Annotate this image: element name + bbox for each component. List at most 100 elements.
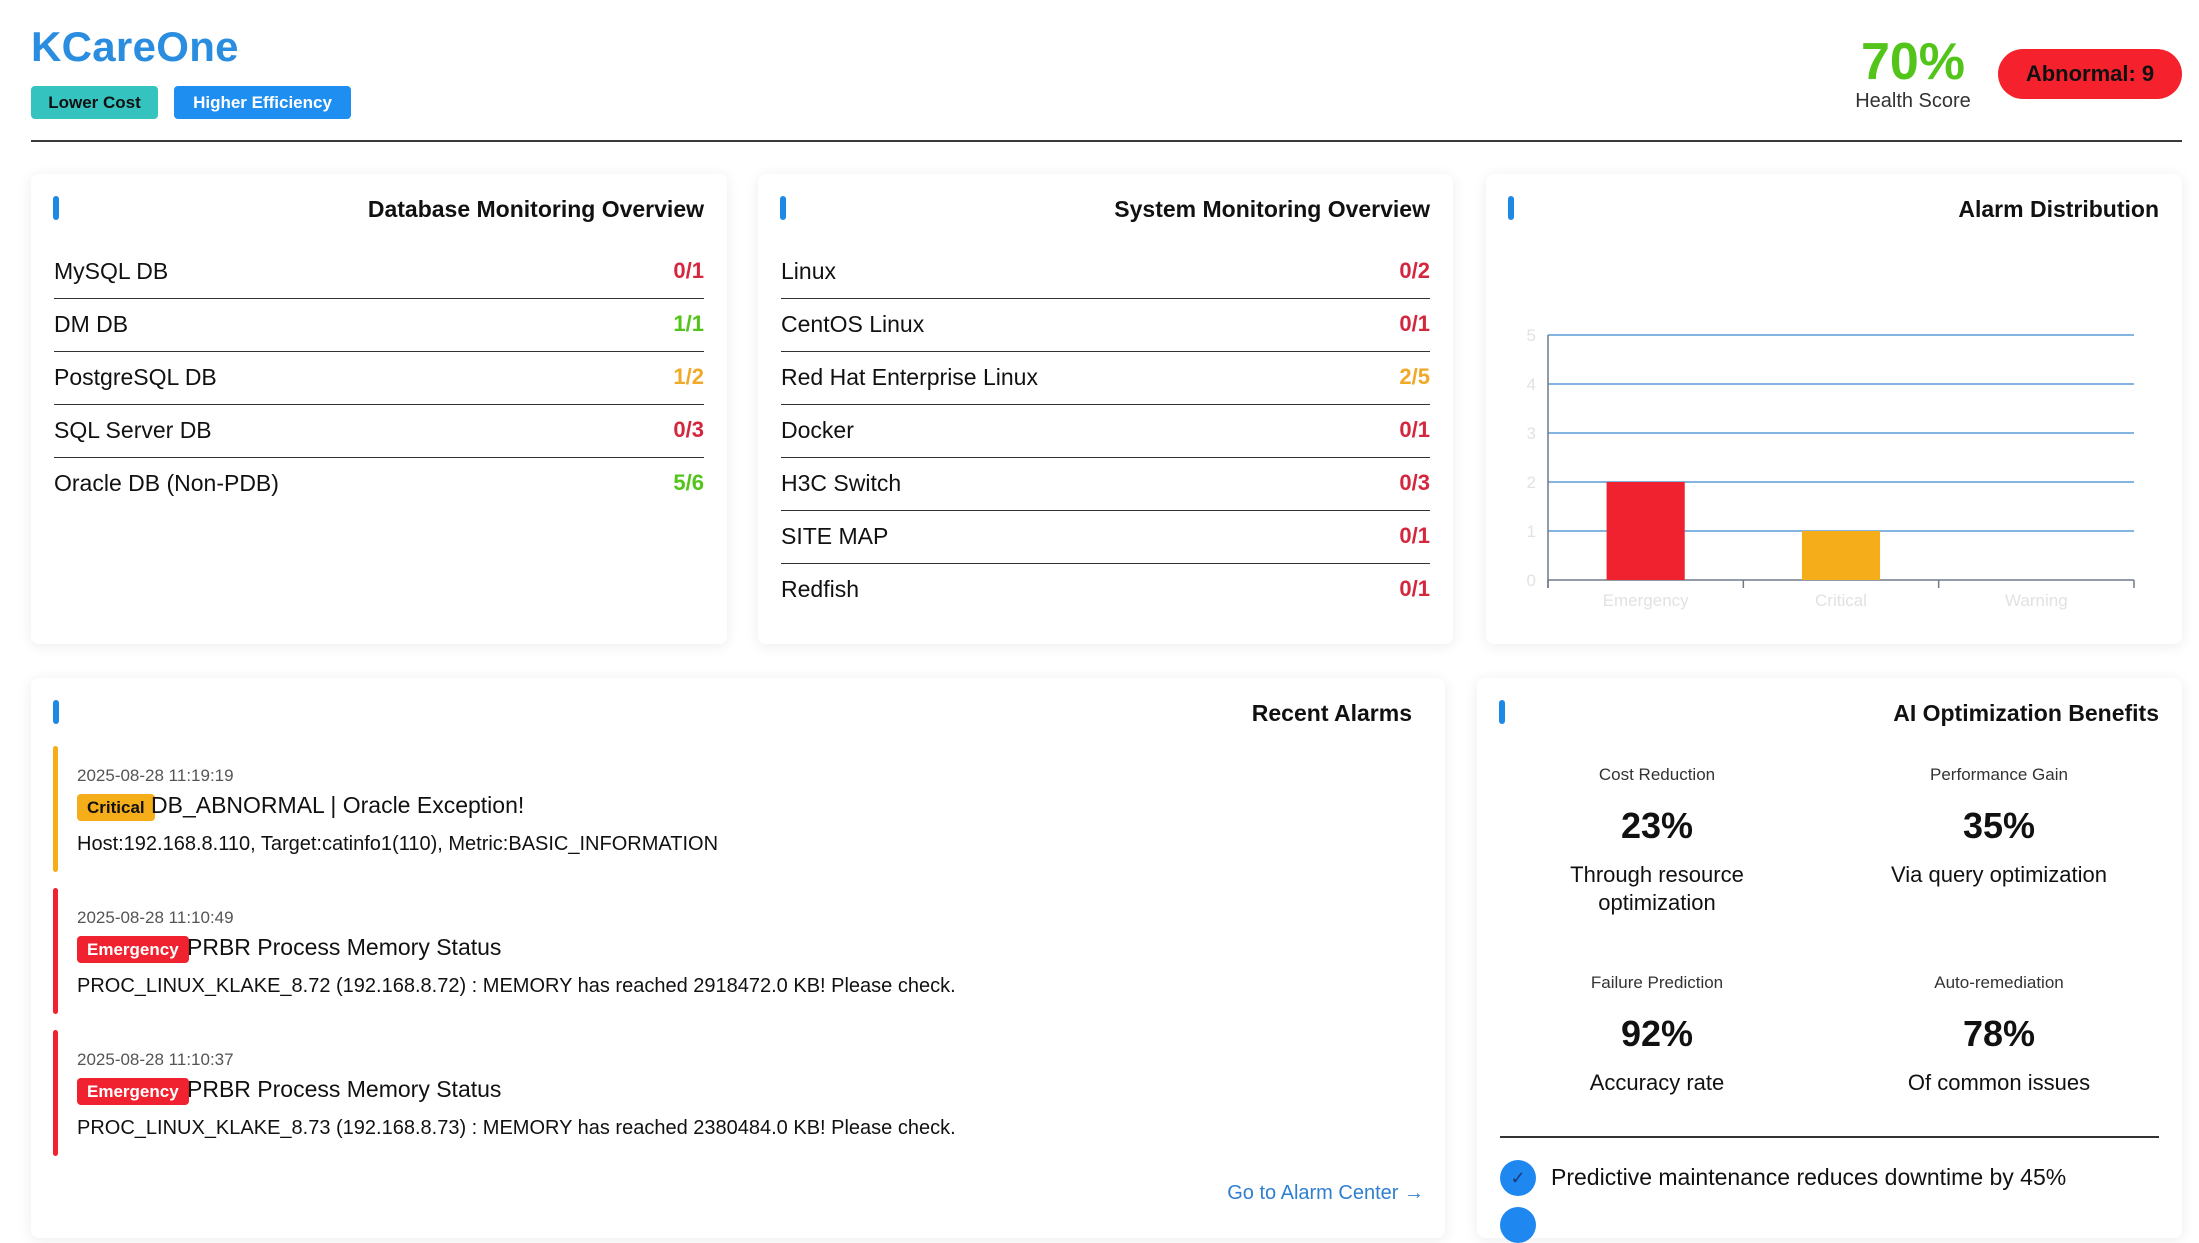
row-value: 0/1 [673,258,704,283]
metric-cost-reduction: Cost Reduction 23% Through resource opti… [1492,765,1822,917]
row-value: 0/2 [1399,258,1430,283]
bar-critical [1801,531,1881,580]
tag-higher-efficiency: Higher Efficiency [174,86,351,119]
alarm-timestamp: 2025-08-28 11:10:49 [77,908,234,927]
row-value: 2/5 [1399,364,1430,389]
y-tick-label: 2 [1527,473,1536,492]
row-divider [781,562,1430,564]
alarm-severity-bar [53,746,58,872]
list-row[interactable]: PostgreSQL DB 1/2 [54,352,704,405]
row-value: 0/3 [673,417,704,442]
row-value: 1/1 [673,311,704,336]
health-score-label: Health Score [1855,90,1971,112]
card-title: Database Monitoring Overview [367,196,704,222]
alarm-level-badge: Emergency [77,936,189,963]
alarm-distribution-card: Alarm Distribution 0 1 2 3 4 5 Emergency Critic… [1486,174,2182,644]
card-accent-bar [780,196,786,220]
go-to-alarm-center-link[interactable]: Go to Alarm Center → [1227,1182,1424,1204]
list-row[interactable]: H3C Switch 0/3 [781,458,1430,511]
metric-value: 78% [1962,1013,2036,1054]
ai-divider [1500,1136,2159,1138]
bar-emergency [1606,482,1685,580]
alarm-title: PRBR Process Memory Status [187,1076,502,1102]
row-name: SQL Server DB [54,417,212,443]
list-row[interactable]: Oracle DB (Non-PDB) 5/6 [54,458,704,511]
list-row[interactable]: Redfish 0/1 [781,564,1430,617]
metric-label: Performance Gain [1930,765,2068,784]
row-name: Redfish [781,576,859,602]
row-name: Oracle DB (Non-PDB) [54,470,279,496]
x-tick-label: Emergency [1603,591,1689,610]
alarm-description: PROC_LINUX_KLAKE_8.72 (192.168.8.72) : M… [77,975,956,997]
alarm-title: DB_ABNORMAL | Oracle Exception! [151,792,525,818]
metric-value: 92% [1620,1013,1694,1054]
health-score-value: 70% [1860,33,1966,91]
check-circle-icon [1500,1207,1536,1243]
alarm-severity-bar [53,888,58,1014]
alarm-description: Host:192.168.8.110, Target:catinfo1(110)… [77,833,719,855]
metric-performance-gain: Performance Gain 35% Via query optimizat… [1834,765,2164,889]
row-divider [781,403,1430,405]
y-tick-label: 0 [1527,571,1536,590]
row-name: Red Hat Enterprise Linux [781,364,1038,390]
metric-desc: Via query optimization [1890,862,2108,887]
metric-desc: Through resource optimization [1570,862,1744,915]
row-name: PostgreSQL DB [54,364,217,390]
y-tick-label: 5 [1527,326,1536,345]
list-row[interactable]: Linux 0/2 [781,246,1430,299]
x-tick-label: Warning [2005,591,2068,610]
card-title: AI Optimization Benefits [1893,700,2159,726]
metric-label: Auto-remediation [1934,973,2064,992]
alarm-description: PROC_LINUX_KLAKE_8.73 (192.168.8.73) : M… [77,1117,956,1139]
row-value: 5/6 [673,470,704,495]
metric-value: 23% [1620,805,1694,846]
row-divider [54,297,704,299]
metric-value: 35% [1962,805,2036,846]
card-accent-bar [1508,196,1514,220]
alarm-item[interactable]: 2025-08-28 11:10:49 Emergency PRBR Process… [53,888,1053,1014]
row-value: 0/1 [1399,576,1430,601]
row-divider [781,297,1430,299]
tag-lower-cost: Lower Cost [31,86,158,119]
y-tick-label: 1 [1527,522,1536,541]
card-title: Alarm Distribution [1958,196,2159,222]
card-accent-bar [1499,700,1505,724]
alarm-item[interactable]: 2025-08-28 11:19:19 Critical DB_ABNORMAL |… [53,746,1053,872]
metric-label: Cost Reduction [1598,765,1716,784]
row-value: 0/3 [1399,470,1430,495]
card-accent-bar [53,196,59,220]
recent-alarms-card: Recent Alarms 2025-08-28 11:19:19 Critica… [31,678,1445,1238]
row-name: MySQL DB [54,258,169,284]
ai-optimization-card: AI Optimization Benefits Cost Reduction … [1477,678,2182,1243]
alarm-level-badge: Emergency [77,1078,189,1105]
row-name: DM DB [54,311,129,337]
metric-failure-prediction: Failure Prediction 92% Accuracy rate [1492,973,1822,1097]
row-divider [781,509,1430,511]
metric-desc: Of common issues [1907,1070,2091,1095]
row-divider [54,456,704,458]
alarm-item[interactable]: 2025-08-28 11:10:37 Emergency PRBR Process… [53,1030,1053,1156]
database-monitoring-card: Database Monitoring Overview MySQL DB 0/1… [31,174,727,644]
list-row[interactable]: Docker 0/1 [781,405,1430,458]
list-row[interactable]: Red Hat Enterprise Linux 2/5 [781,352,1430,405]
y-tick-label: 4 [1527,375,1536,394]
metric-label: Failure Prediction [1590,973,1724,992]
list-row[interactable]: DM DB 1/1 [54,299,704,352]
list-row[interactable]: SQL Server DB 0/3 [54,405,704,458]
list-row[interactable]: CentOS Linux 0/1 [781,299,1430,352]
metric-auto-remediation: Auto-remediation 78% Of common issues [1834,973,2164,1097]
abnormal-count-badge[interactable]: Abnormal: 9 [1998,49,2182,99]
list-row[interactable]: MySQL DB 0/1 [54,246,704,299]
alarm-title: PRBR Process Memory Status [187,934,502,960]
row-name: Docker [781,417,854,443]
header-divider [31,140,2182,142]
row-value: 0/1 [1399,417,1430,442]
list-row[interactable]: SITE MAP 0/1 [781,511,1430,564]
system-monitoring-card: System Monitoring Overview Linux 0/2 CentO… [758,174,1453,644]
check-circle-icon: ✓ [1500,1160,1536,1196]
row-divider [781,350,1430,352]
row-divider [54,403,704,405]
alarm-timestamp: 2025-08-28 11:19:19 [77,766,234,785]
x-tick-label: Critical [1815,591,1867,610]
card-title: Recent Alarms [1251,700,1412,726]
